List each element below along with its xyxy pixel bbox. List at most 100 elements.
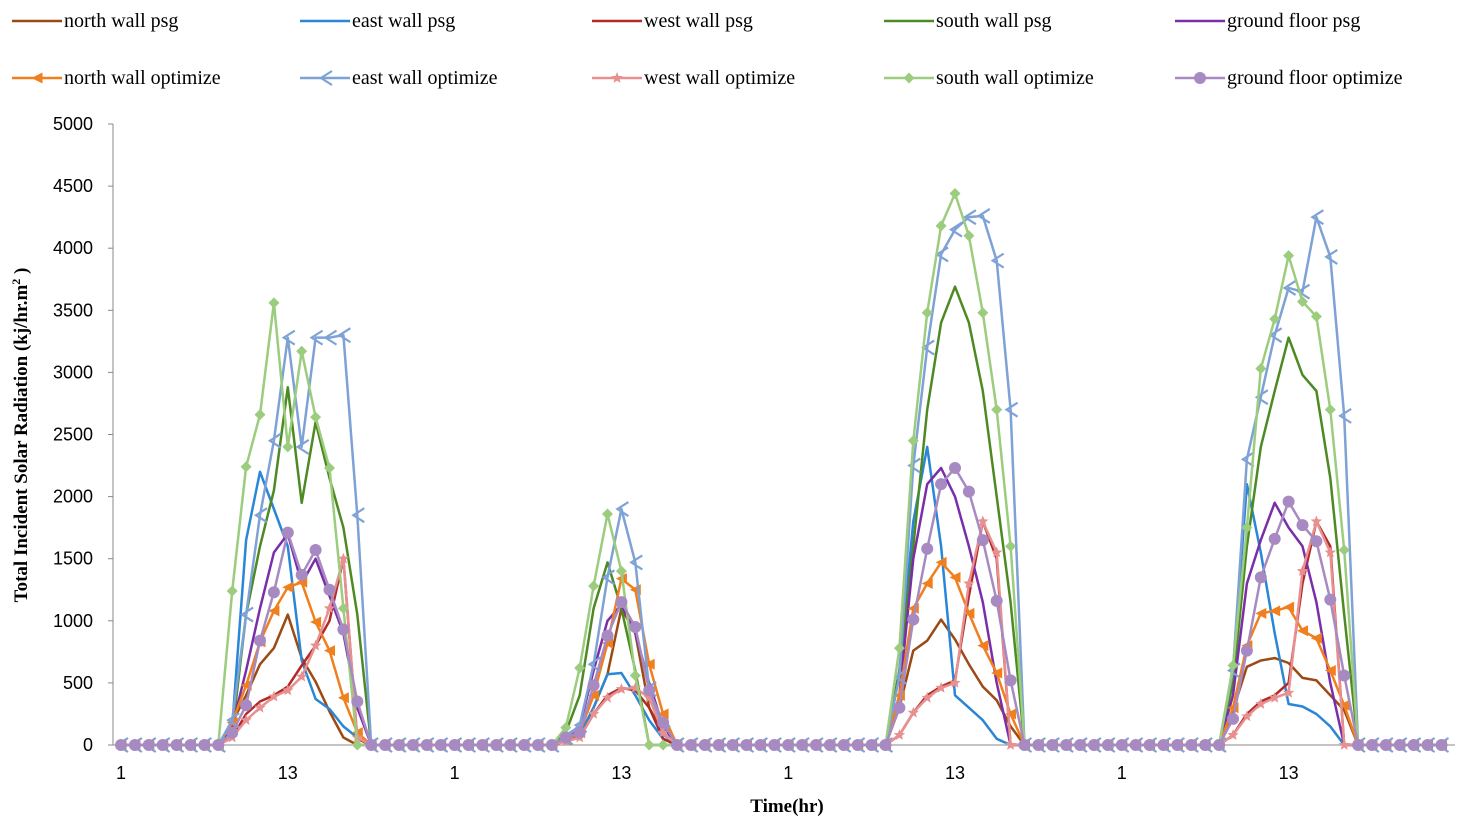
data-point: [615, 683, 628, 694]
legend-item-south-wall-optimize: south wall optimize: [884, 67, 1094, 89]
data-point: [1310, 209, 1324, 226]
data-point: [1255, 698, 1267, 709]
data-point: [1338, 739, 1350, 750]
data-point: [629, 621, 642, 634]
data-point: [337, 327, 351, 344]
data-point: [268, 605, 280, 617]
data-point: [1324, 664, 1336, 676]
data-point: [907, 613, 920, 626]
data-point: [1282, 495, 1295, 508]
data-point: [142, 739, 155, 751]
data-point: [962, 209, 977, 226]
data-point: [1269, 605, 1281, 617]
data-point: [254, 409, 266, 421]
data-point: [545, 739, 558, 751]
data-point: [1101, 739, 1114, 751]
data-point: [587, 679, 600, 692]
legend-marker: [903, 72, 915, 84]
data-point: [1269, 691, 1281, 703]
data-point: [643, 658, 655, 670]
data-point: [1046, 739, 1059, 751]
data-point: [240, 606, 254, 623]
data-point: [267, 432, 282, 449]
data-point: [1004, 401, 1019, 418]
data-point: [337, 602, 349, 614]
y-tick-label: 4500: [53, 176, 93, 196]
data-point: [337, 623, 350, 636]
data-point: [977, 515, 989, 527]
data-point: [323, 583, 336, 596]
legend-label: north wall optimize: [64, 67, 221, 89]
data-point: [324, 645, 335, 657]
data-point: [601, 691, 614, 703]
legend-marker: [318, 70, 333, 86]
legend-marker: [31, 72, 43, 84]
data-point: [601, 569, 616, 586]
data-point: [282, 684, 294, 696]
data-point: [240, 714, 252, 725]
data-point: [837, 739, 850, 751]
series-east-wall-psg: [121, 445, 1442, 747]
data-point: [1088, 739, 1100, 751]
data-point: [1241, 522, 1253, 534]
data-point: [991, 404, 1003, 416]
data-point: [976, 534, 989, 547]
data-point: [990, 252, 1005, 269]
data-point: [309, 544, 322, 557]
data-point: [1157, 739, 1170, 751]
data-point: [1297, 296, 1308, 308]
data-point: [949, 571, 961, 583]
data-point: [268, 297, 280, 309]
data-point: [1004, 674, 1017, 687]
y-axis-title-main: Total Incident Solar Radiation (kj/hr.m: [11, 285, 32, 603]
data-point: [532, 739, 544, 751]
x-tick-label: 1: [450, 763, 460, 783]
data-point: [240, 461, 252, 473]
data-point: [1240, 644, 1253, 657]
y-tick-label: 500: [63, 673, 93, 693]
legend-item-east-wall-psg: east wall psg: [300, 10, 455, 32]
y-axis-title: Total Incident Solar Radiation (kj/hr.m2…: [9, 268, 32, 603]
data-point: [282, 441, 294, 453]
data-point: [1338, 669, 1351, 682]
data-point: [1241, 710, 1253, 722]
data-point: [1393, 739, 1406, 751]
data-point: [559, 731, 572, 744]
data-point: [351, 739, 363, 751]
data-point: [309, 329, 324, 346]
data-point: [184, 739, 197, 751]
data-point: [240, 699, 253, 712]
data-point: [1005, 708, 1017, 720]
data-point: [1171, 739, 1184, 751]
data-point: [1338, 699, 1350, 711]
legend-item-east-wall-optimize: east wall optimize: [300, 67, 498, 89]
data-point: [156, 739, 169, 751]
data-point: [643, 691, 655, 703]
data-point: [323, 602, 336, 614]
data-point: [810, 739, 822, 751]
data-point: [518, 739, 531, 751]
data-point: [657, 726, 669, 738]
data-point: [921, 307, 933, 319]
data-point: [337, 552, 350, 564]
data-point: [253, 507, 268, 524]
data-point: [1254, 389, 1269, 406]
data-point: [963, 577, 975, 589]
data-point: [560, 722, 572, 734]
data-point: [1283, 601, 1295, 613]
legend-item-west-wall-optimize: west wall optimize: [592, 67, 795, 89]
x-tick-label: 13: [278, 763, 298, 783]
legend-label: south wall optimize: [936, 67, 1094, 89]
data-point: [212, 739, 225, 751]
legend-marker: [1194, 72, 1206, 84]
x-tick-labels: 1 13 1 13 1 13 1 13: [116, 763, 1299, 783]
data-point: [490, 739, 503, 751]
data-point: [601, 629, 614, 642]
data-point: [1115, 739, 1128, 751]
data-point: [573, 726, 586, 739]
data-point: [1282, 280, 1297, 296]
data-point: [671, 739, 683, 751]
x-tick-label: 1: [783, 763, 793, 783]
data-point: [1213, 739, 1226, 751]
legend-label: west wall psg: [644, 10, 753, 32]
